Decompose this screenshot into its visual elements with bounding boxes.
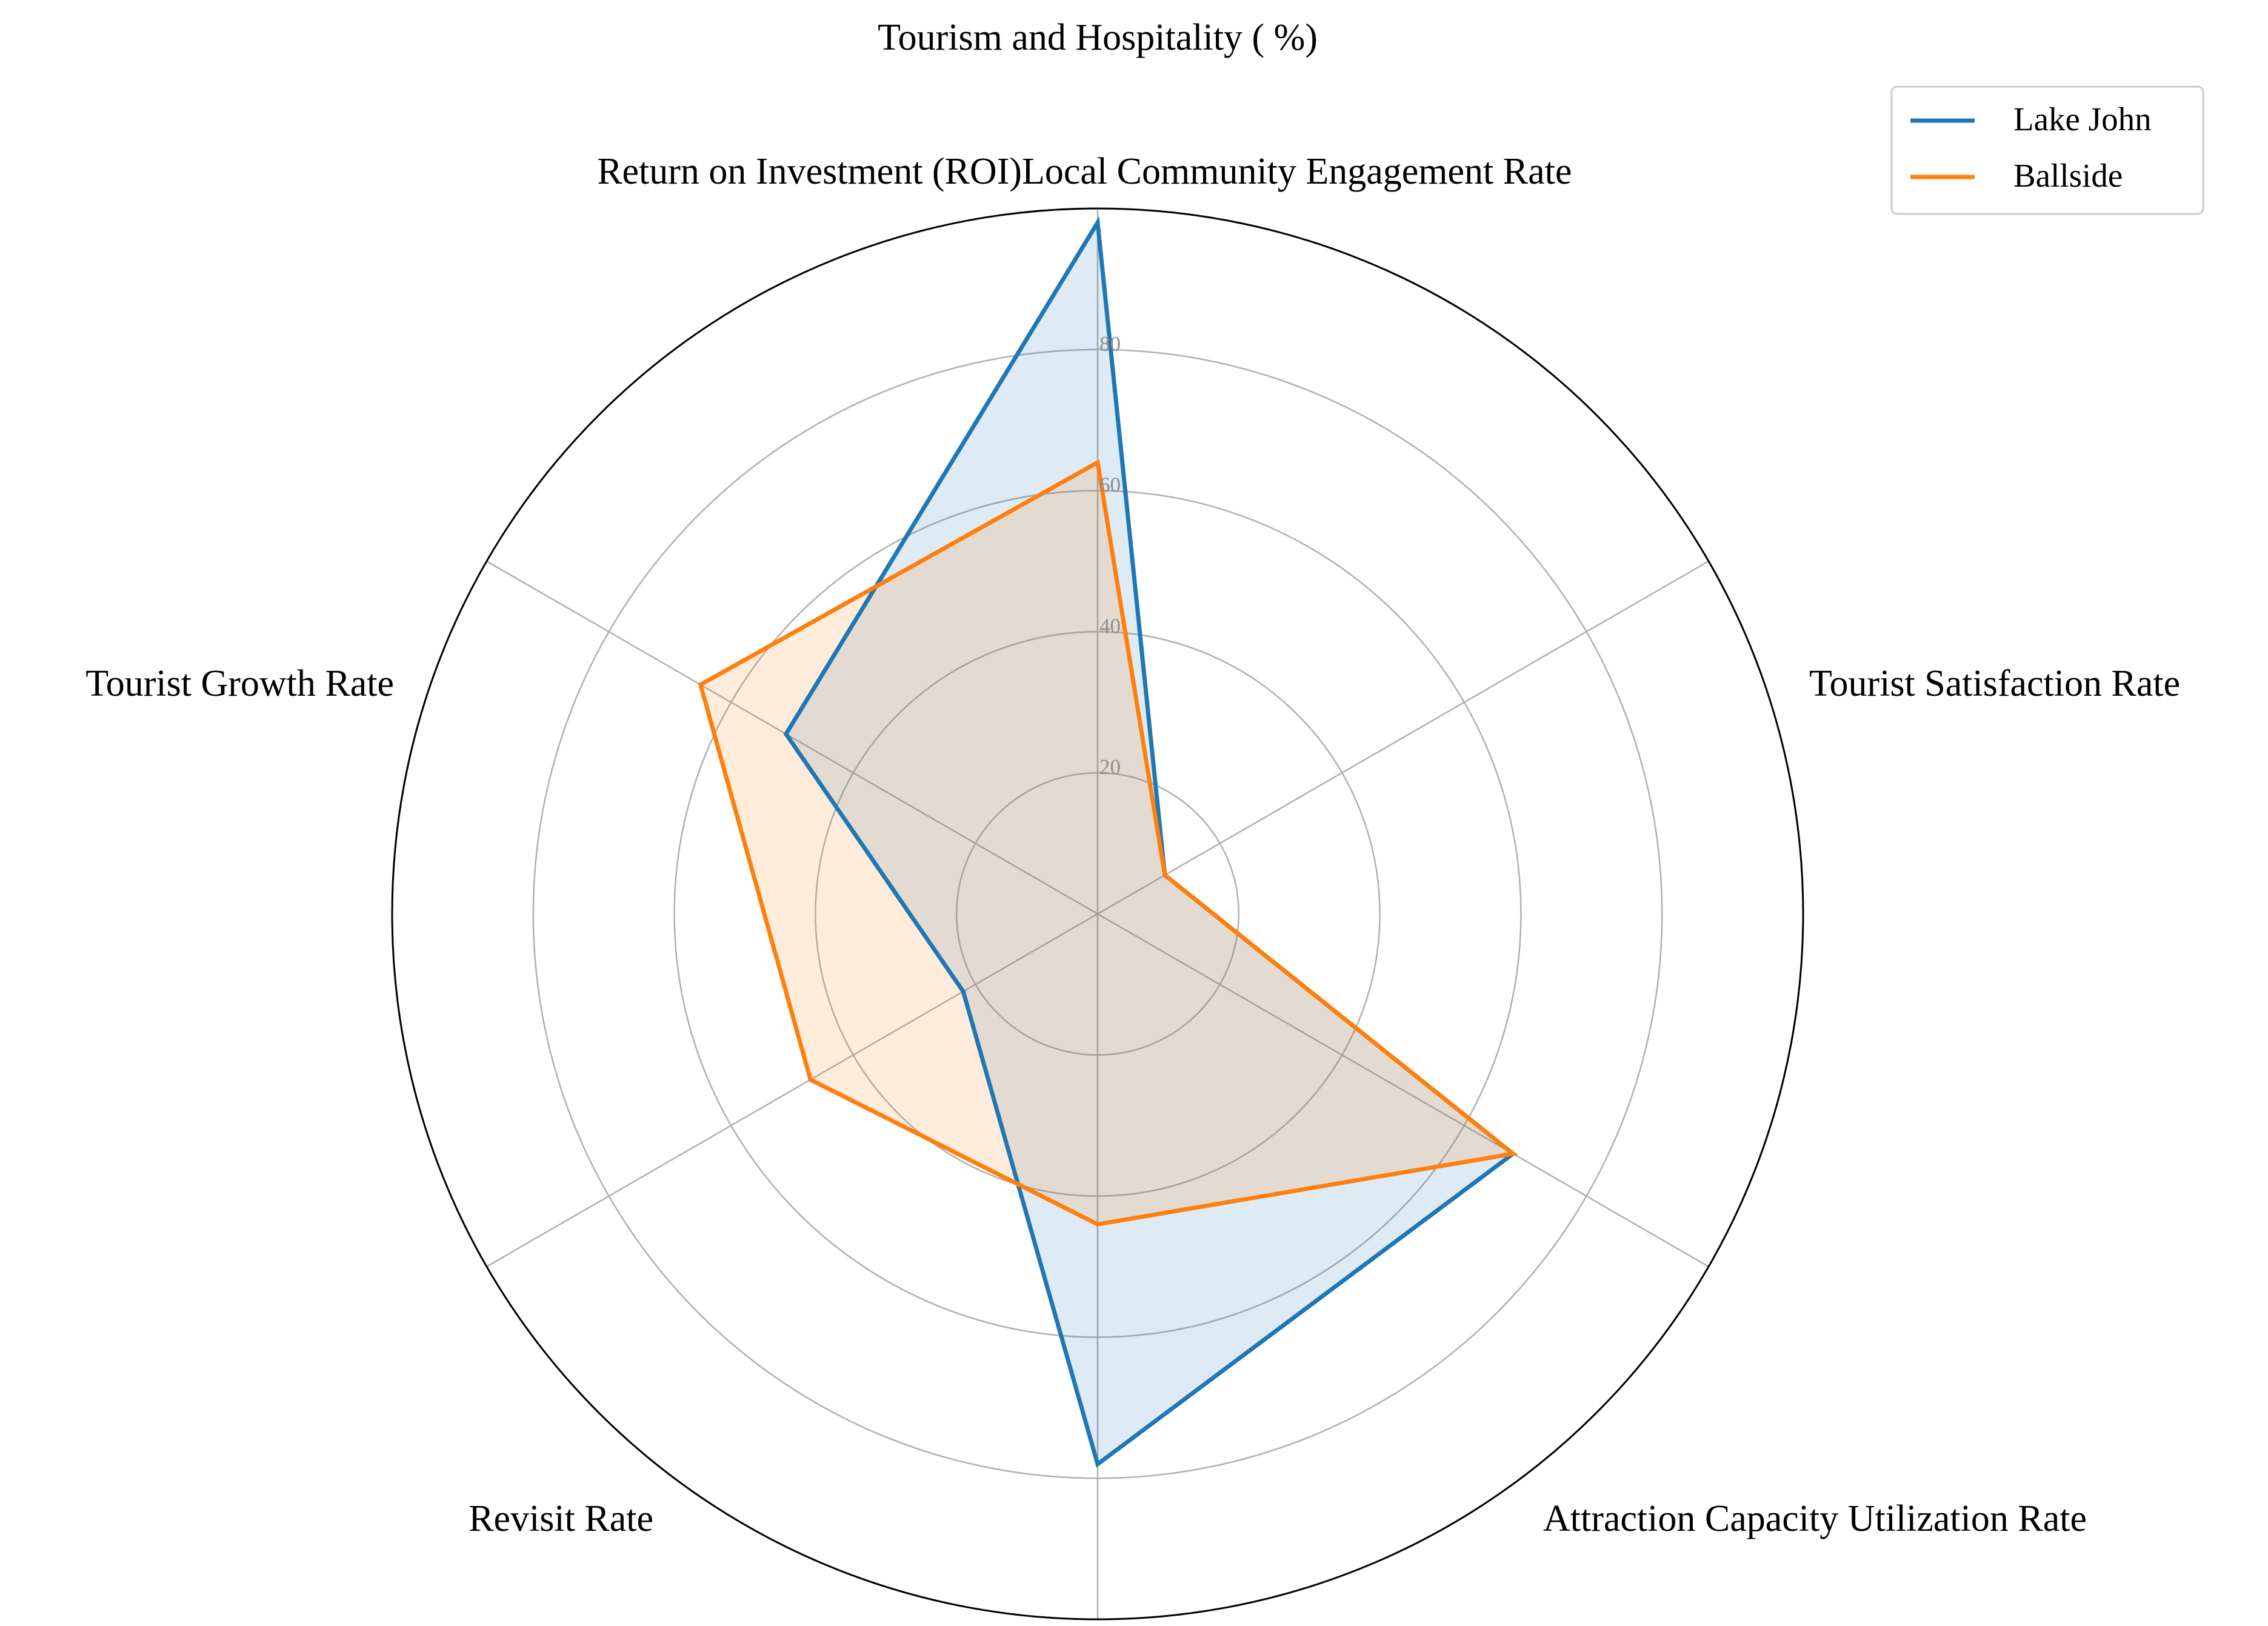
rtick-label-40: 40: [1099, 614, 1121, 638]
point-ballside-local-community-engagement-rate: [1162, 873, 1167, 878]
axis-label-attraction-capacity-utilization-rate: Attraction Capacity Utilization Rate: [1543, 1498, 2087, 1539]
legend: Lake John Ballside: [1890, 85, 2204, 215]
axis-labels: Return on Investment (ROI) Local Communit…: [85, 151, 2180, 1539]
point-lake-john-attraction-capacity-utilization-rate: [1095, 1462, 1100, 1467]
chart-title: Tourism and Hospitality ( %): [878, 17, 1318, 58]
point-lake-john-return-on-investment-roi: [1095, 220, 1100, 225]
point-ballside-attraction-capacity-utilization-rate: [1095, 1222, 1100, 1227]
point-ballside-revisit-rate: [808, 1078, 813, 1082]
point-ballside-tourist-growth-rate: [698, 682, 703, 687]
point-ballside-return-on-investment-roi: [1095, 460, 1100, 465]
outer-frame: [391, 207, 1804, 1621]
axis-label-tourist-growth-rate: Tourist Growth Rate: [85, 663, 394, 704]
spoke-tourist-growth-rate: [486, 560, 1098, 915]
legend-label-lake-john: Lake John: [2013, 101, 2152, 138]
radial-tick-labels: 20 40 60 80: [1099, 332, 1121, 779]
series-layer: [698, 216, 1518, 1468]
axis-label-return-on-investment-roi: Return on Investment (ROI): [597, 151, 1022, 192]
rtick-label-60: 60: [1099, 473, 1121, 497]
point-lake-john-tourist-growth-rate: [784, 731, 789, 736]
point-ballside-tourist-satisfaction-rate: [1510, 1151, 1515, 1156]
axis-label-revisit-rate: Revisit Rate: [469, 1498, 653, 1539]
axis-label-local-community-engagement-rate: Local Community Engagement Rate: [1022, 151, 1572, 192]
point-lake-john-revisit-rate: [961, 989, 966, 994]
legend-label-ballside: Ballside: [2013, 157, 2123, 194]
spoke-tourist-satisfaction-rate: [1097, 913, 1709, 1268]
rtick-label-20: 20: [1099, 755, 1121, 779]
spoke-local-community-engagement-rate: [1097, 560, 1709, 915]
radar-grid: [391, 207, 1804, 1621]
rtick-label-80: 80: [1099, 332, 1121, 356]
spoke-revisit-rate: [486, 913, 1098, 1268]
axis-label-tourist-satisfaction-rate: Tourist Satisfaction Rate: [1809, 663, 2180, 704]
series-fill-ballside: [700, 462, 1513, 1225]
